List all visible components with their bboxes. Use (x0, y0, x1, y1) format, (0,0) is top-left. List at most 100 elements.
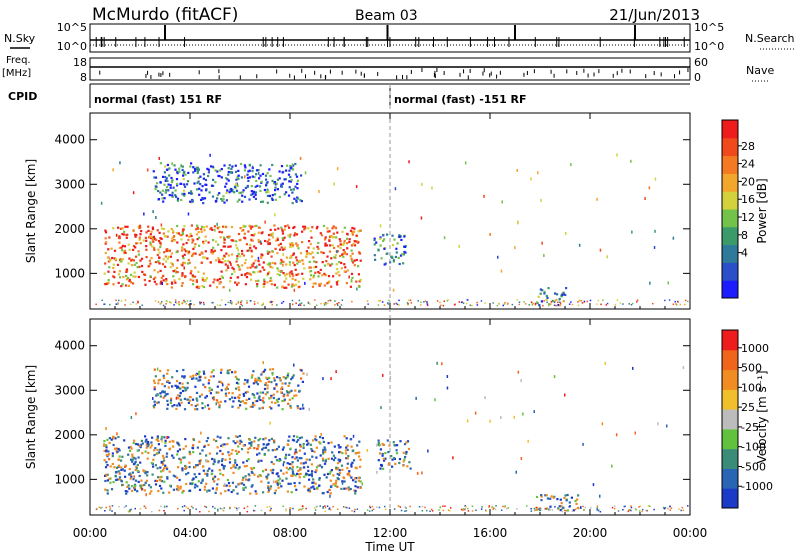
power-ground-cell (170, 302, 172, 304)
velocity-cell (282, 446, 285, 449)
velocity-cell (262, 401, 265, 404)
velocity-cell (133, 439, 136, 442)
velocity-ground-cell (366, 509, 369, 511)
velocity-cell (276, 390, 279, 393)
velocity-cell (377, 441, 380, 444)
velocity-cell (179, 461, 182, 464)
velocity-cell (313, 450, 316, 453)
station-title: McMurdo (fitACF) (92, 5, 238, 25)
velocity-cell (261, 399, 264, 402)
power-cell (135, 255, 138, 258)
power-ground-cell (227, 301, 229, 304)
power-cell (291, 277, 294, 280)
power-ground-cell (559, 301, 561, 303)
power-cell (541, 289, 544, 292)
power-cell (278, 195, 281, 199)
velocity-ground-cell (539, 507, 541, 510)
power-cell (203, 226, 206, 229)
velocity-ground-cell (649, 505, 651, 507)
colorbar-swatch (722, 155, 738, 174)
velocity-cell (192, 451, 195, 454)
velocity-cell (324, 451, 327, 454)
power-cell (176, 259, 179, 262)
power-ground-cell (173, 304, 175, 306)
velocity-cell (189, 482, 192, 485)
power-cell (236, 276, 240, 279)
power-ground-cell (553, 301, 556, 303)
velocity-cell (267, 449, 270, 452)
velocity-ground-cell (467, 507, 469, 510)
velocity-cell (305, 472, 308, 475)
power-cell (108, 266, 111, 269)
velocity-cell (254, 377, 257, 380)
velocity-ground-cell (488, 506, 490, 508)
velocity-cell (212, 478, 215, 481)
power-cell (235, 240, 238, 243)
velocity-cell (152, 405, 155, 408)
power-cell (212, 250, 215, 253)
power-cell (303, 267, 306, 270)
power-cell (266, 281, 269, 284)
velocity-cell (186, 386, 189, 389)
power-cell (164, 165, 167, 168)
velocity-cell (315, 466, 319, 469)
velocity-ground-cell (613, 505, 616, 507)
power-cell (257, 231, 260, 234)
velocity-cell (138, 444, 141, 447)
power-ground-cell (480, 300, 483, 302)
velocity-cell (559, 498, 562, 501)
power-cell (170, 261, 173, 265)
velocity-cell (276, 376, 279, 379)
velocity-scatter-field (95, 361, 689, 513)
velocity-cell (164, 394, 167, 397)
velocity-cell (257, 379, 260, 382)
velocity-cell (158, 484, 162, 487)
velocity-cell (380, 463, 383, 467)
velocity-cell (275, 383, 278, 386)
power-cell (181, 233, 184, 236)
x-tick-label: 04:00 (173, 526, 208, 540)
power-cell (158, 251, 161, 254)
power-cell (317, 275, 320, 278)
velocity-ground-cell (314, 509, 317, 511)
power-cell (230, 253, 234, 256)
velocity-cell (125, 492, 128, 495)
velocity-cell (132, 456, 136, 459)
power-cell (295, 242, 298, 245)
velocity-cell (235, 485, 238, 488)
power-cell (328, 250, 332, 253)
power-cell (297, 280, 300, 283)
power-sparse-cell (336, 167, 339, 171)
velocity-sparse-cell (421, 471, 423, 475)
velocity-cell (225, 386, 228, 389)
velocity-cell (343, 480, 346, 483)
power-cell (154, 187, 157, 191)
velocity-cell (299, 407, 302, 410)
power-cell (233, 191, 236, 194)
power-cell (357, 273, 360, 276)
power-cell (111, 256, 114, 260)
velocity-cell (207, 443, 210, 446)
velocity-cell (136, 490, 139, 493)
velocity-cell (162, 467, 166, 470)
power-cell (237, 281, 240, 284)
power-cell (231, 190, 234, 193)
velocity-ground-cell (442, 509, 445, 512)
velocity-cell (337, 444, 340, 447)
power-cell (357, 265, 360, 268)
power-cell (226, 178, 229, 181)
power-cell (252, 190, 255, 193)
velocity-cell (281, 479, 284, 482)
power-ground-cell (320, 302, 322, 305)
power-ground-cell (298, 304, 300, 306)
velocity-cell (184, 464, 187, 468)
velocity-cell (104, 466, 108, 469)
velocity-cell (159, 392, 162, 395)
velocity-ground-cell (371, 509, 373, 512)
velocity-cell (295, 488, 298, 491)
power-cell (119, 257, 122, 261)
power-cell (299, 252, 303, 255)
power-cell (332, 275, 335, 278)
velocity-cell (159, 395, 162, 398)
velocity-cell (301, 380, 304, 383)
